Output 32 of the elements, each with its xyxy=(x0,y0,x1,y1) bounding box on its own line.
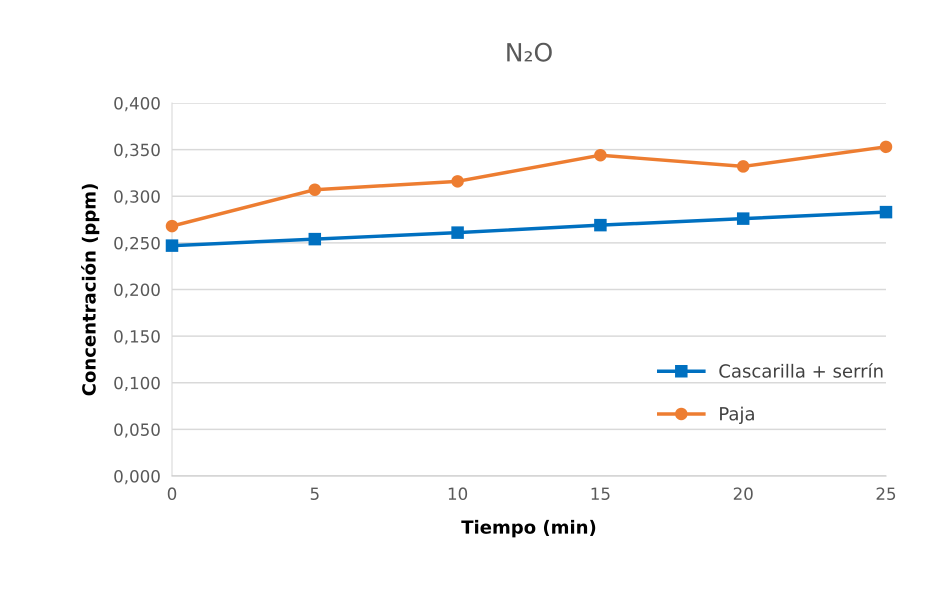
y-tick-label: 0,150 xyxy=(114,330,160,344)
point xyxy=(451,175,464,188)
y-tick-label: 0,350 xyxy=(114,144,160,158)
point xyxy=(451,226,464,239)
x-tick-label: 20 xyxy=(734,487,753,500)
x-tick-label: 15 xyxy=(592,488,610,500)
point xyxy=(880,206,892,218)
y-tick-label: 0,100 xyxy=(114,376,160,392)
x-tick-label: 25 xyxy=(876,487,896,500)
point xyxy=(594,148,607,162)
chart-title: N₂O xyxy=(507,42,552,62)
x-axis-title: Tiempo (min) xyxy=(461,520,596,538)
point xyxy=(166,220,178,232)
y-tick-label: 0,200 xyxy=(114,283,160,298)
point xyxy=(166,239,178,252)
legend-label: Paja xyxy=(720,406,754,424)
y-axis-title: Concentración (ppm) xyxy=(81,184,100,396)
point xyxy=(880,140,892,154)
y-tick-label: 0,000 xyxy=(114,470,160,484)
x-tick-label: 10 xyxy=(448,487,468,500)
legend-label: Cascarilla + serrín xyxy=(719,363,882,378)
y-tick-label: 0,250 xyxy=(114,236,160,252)
point xyxy=(736,212,750,225)
x-tick-label: 5 xyxy=(310,488,319,500)
x-tick-label: 0 xyxy=(168,487,176,500)
point xyxy=(308,232,322,246)
y-tick-label: 0,050 xyxy=(114,423,160,438)
point xyxy=(736,160,750,173)
point xyxy=(594,218,607,232)
y-tick-label: 0,400 xyxy=(114,96,160,112)
y-tick-label: 0,300 xyxy=(114,190,160,205)
point xyxy=(308,183,322,196)
